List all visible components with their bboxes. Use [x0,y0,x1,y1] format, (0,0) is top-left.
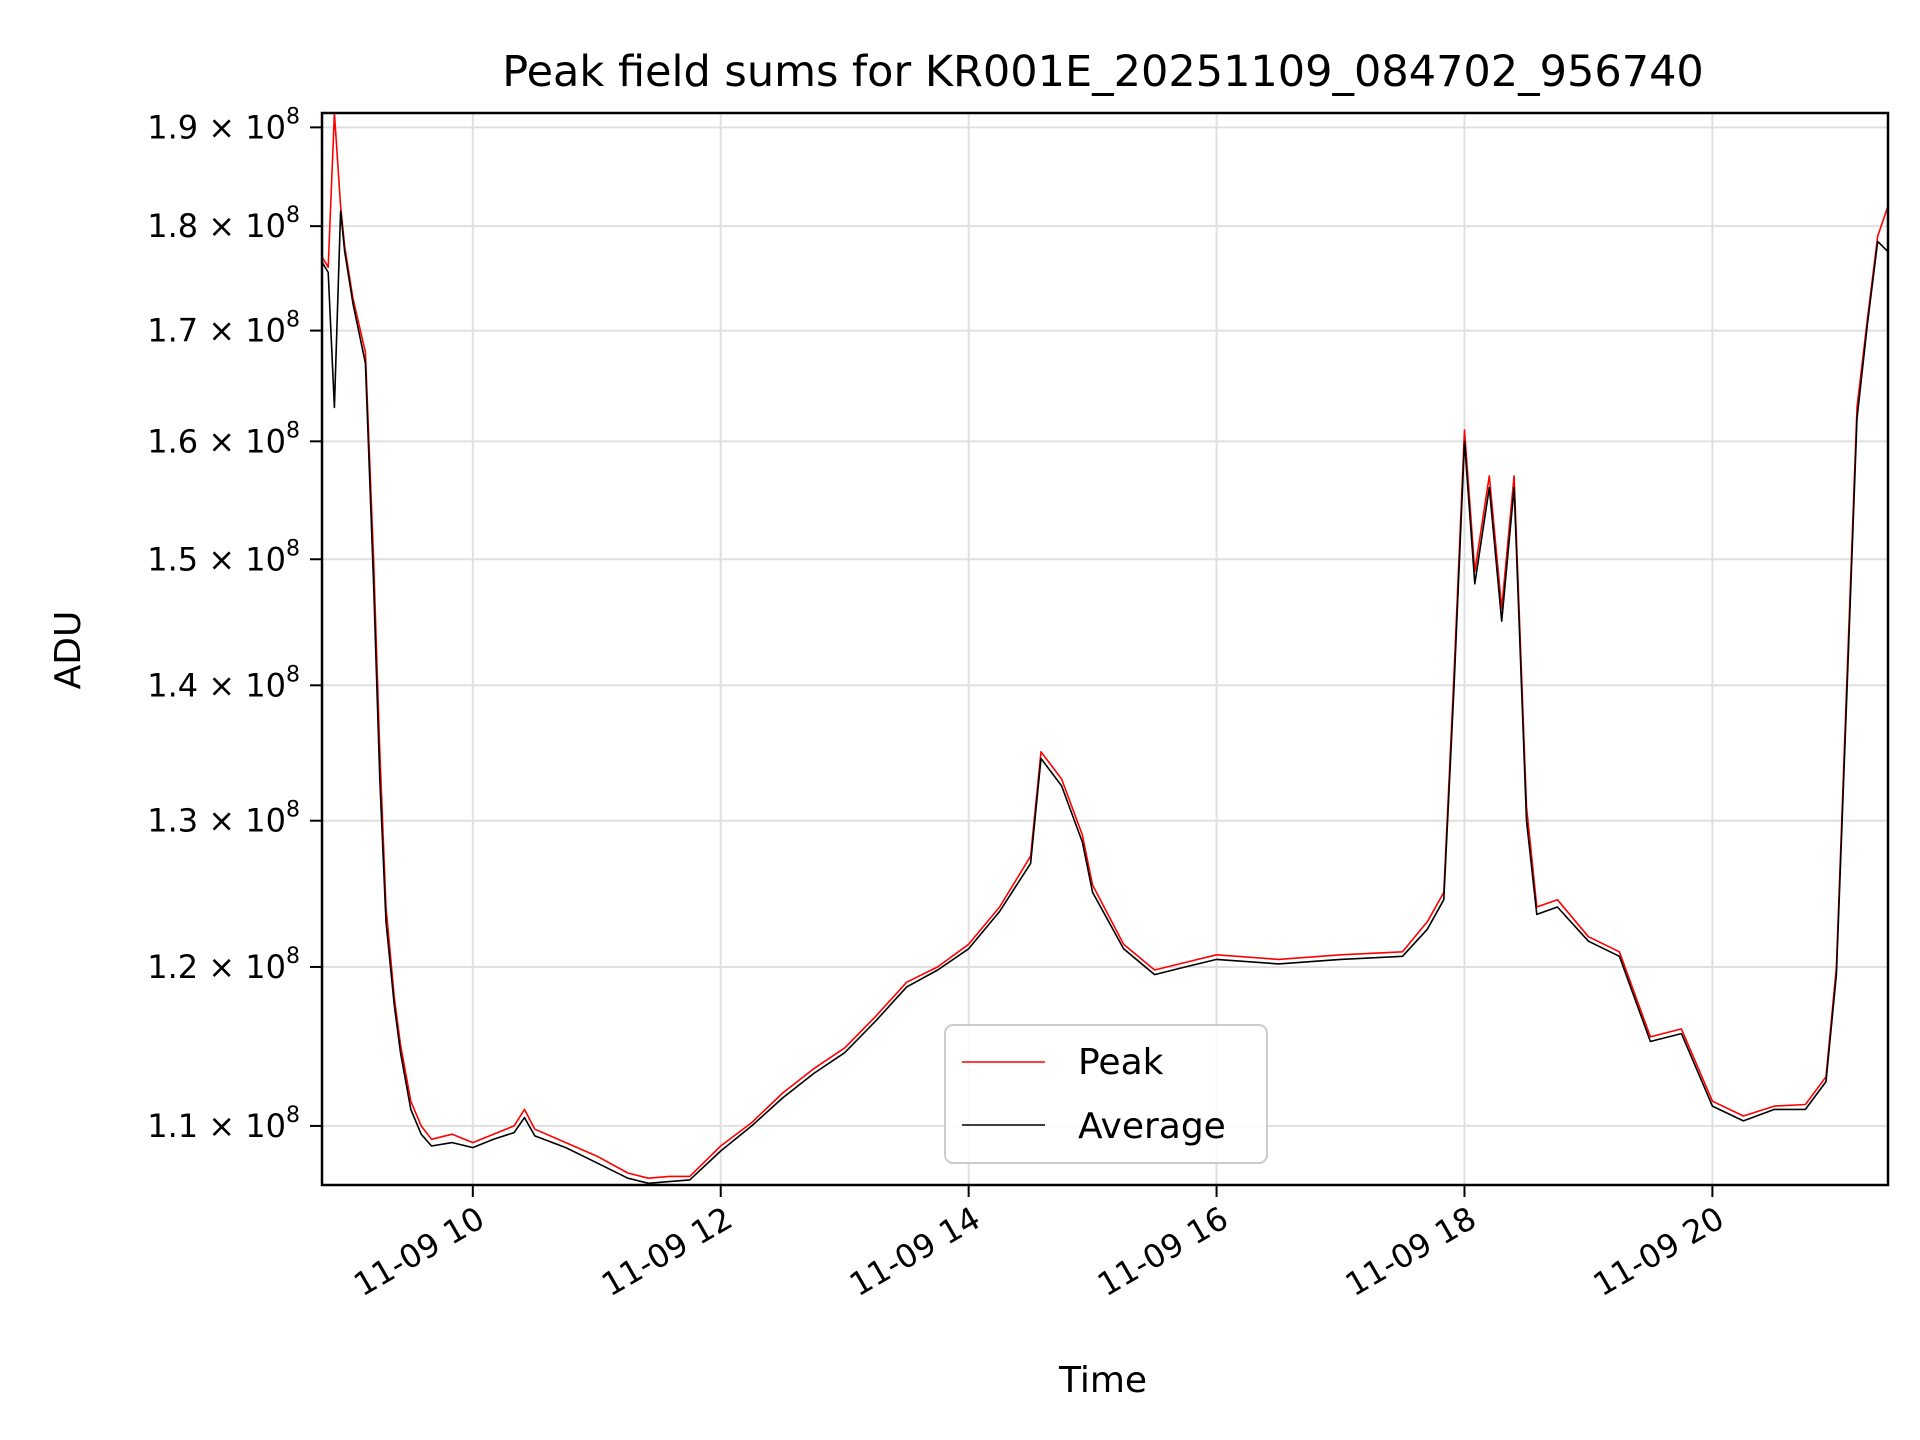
y-tick-label: 1.4 × 108 [147,662,300,704]
legend-average-label: Average [1078,1106,1226,1147]
legend-box [944,1024,1268,1164]
chart-title: Peak field sums for KR001E_20251109_0847… [502,47,1704,97]
y-tick-label: 1.6 × 108 [147,418,300,460]
y-tick-label: 1.8 × 108 [147,203,300,245]
y-tick-label: 1.2 × 108 [147,944,300,986]
plot-frame [320,111,1890,1187]
x-axis-label: Time [1058,1360,1147,1401]
legend: Peak Average [944,1024,1268,1164]
y-axis: 1.1 × 108 1.2 × 108 1.3 × 108 1.4 × 108 1.5 … [147,104,322,1145]
series-line-average [321,210,1889,1185]
plot-area [322,113,1888,1185]
y-tick-label: 1.7 × 108 [147,308,300,350]
series-lines [321,112,1889,1185]
y-tick-label: 1.9 × 108 [147,104,300,146]
y-tick-label: 1.1 × 108 [147,1103,300,1145]
y-tick-label: 1.3 × 108 [147,798,300,840]
y-axis-label: ADU [48,611,89,690]
y-tick-label: 1.5 × 108 [147,536,300,578]
legend-peak-label: Peak [1078,1042,1164,1083]
